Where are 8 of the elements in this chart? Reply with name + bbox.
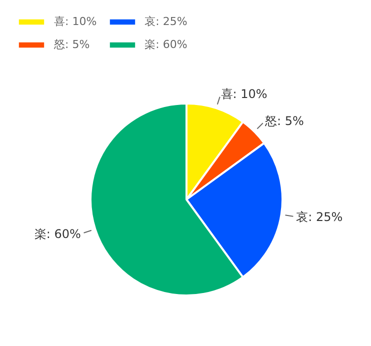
legend-label: 哀: 25% <box>144 14 188 29</box>
slice-label: 楽: 60% <box>34 226 81 241</box>
legend-label: 怒: 5% <box>54 37 90 52</box>
slice-label: 喜: 10% <box>220 86 268 101</box>
legend-label: 喜: 10% <box>54 14 97 29</box>
slice-label: 哀: 25% <box>296 210 343 224</box>
legend-label: 楽: 60% <box>144 37 188 52</box>
slice-label: 怒: 5% <box>264 114 304 128</box>
